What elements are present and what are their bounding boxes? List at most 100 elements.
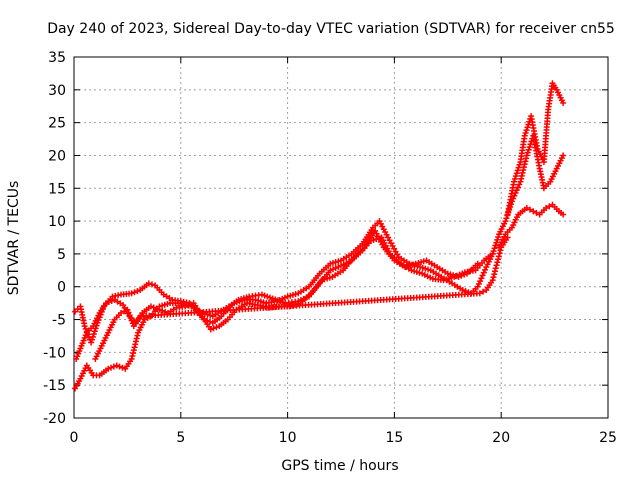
data-point <box>480 288 487 295</box>
data-point <box>480 269 487 276</box>
data-point <box>494 236 501 243</box>
x-tick-label: 20 <box>492 430 510 446</box>
data-point <box>116 363 123 370</box>
data-point <box>560 211 567 218</box>
data-point <box>515 164 522 171</box>
data-point <box>475 280 482 287</box>
data-point <box>513 170 520 177</box>
data-point <box>495 256 502 263</box>
x-axis-label: GPS time / hours <box>281 458 398 474</box>
data-point <box>514 184 521 191</box>
y-axis-ticks: -20 -15 -10 -5 0 5 10 15 20 25 30 35 <box>43 50 608 427</box>
chart-title: Day 240 of 2023, Sidereal Day-to-day VTE… <box>47 21 615 37</box>
data-point <box>159 307 166 314</box>
y-tick-label: 35 <box>48 50 66 66</box>
data-point <box>492 265 499 272</box>
data-point <box>512 173 519 180</box>
data-point <box>147 303 154 310</box>
grid-lines <box>74 57 608 418</box>
y-tick-label: 25 <box>48 116 66 132</box>
data-point <box>491 245 498 252</box>
data-point <box>490 248 497 255</box>
y-tick-label: 20 <box>48 148 66 164</box>
data-point <box>213 324 220 331</box>
data-point <box>527 206 534 213</box>
data-point <box>524 149 531 156</box>
data-point <box>491 268 498 275</box>
data-point <box>533 209 540 216</box>
y-tick-label: 10 <box>48 214 66 230</box>
data-point <box>145 280 152 287</box>
data-point <box>105 299 112 306</box>
data-point <box>521 132 528 139</box>
data-point <box>514 167 521 174</box>
data-point <box>504 234 511 241</box>
data-point <box>110 363 117 370</box>
data-point <box>105 365 112 372</box>
data-point <box>462 288 469 295</box>
data-point <box>458 272 465 279</box>
data-point <box>493 239 500 246</box>
data-point <box>476 290 483 297</box>
data-point <box>511 178 518 185</box>
data-point <box>207 326 214 333</box>
data-point <box>150 304 157 311</box>
data-point <box>474 260 481 267</box>
data-point <box>503 215 510 222</box>
data-point <box>523 127 530 134</box>
x-axis-ticks: 0 5 10 15 20 25 <box>70 57 617 446</box>
data-point <box>516 161 523 168</box>
data-point <box>479 272 486 279</box>
data-point <box>477 278 484 285</box>
data-point <box>496 250 503 257</box>
data-point <box>494 259 501 266</box>
x-tick-label: 25 <box>599 430 617 446</box>
data-point <box>491 271 498 278</box>
y-axis-label: SDTVAR / TECUs <box>6 181 22 296</box>
data-point <box>560 152 567 159</box>
x-tick-label: 15 <box>385 430 403 446</box>
data-point <box>121 308 128 315</box>
data-point <box>497 247 504 254</box>
data-point <box>495 234 502 241</box>
data-point <box>502 218 509 225</box>
data-point <box>108 297 115 304</box>
y-tick-label: -5 <box>52 313 66 329</box>
data-point <box>516 181 523 188</box>
data-point <box>89 333 96 340</box>
data-point <box>523 204 530 211</box>
y-tick-label: 30 <box>48 83 66 99</box>
data-point <box>523 152 530 159</box>
data-point <box>495 253 502 260</box>
data-point <box>103 300 110 307</box>
data-point <box>524 124 531 131</box>
data-point <box>526 144 533 151</box>
data-point <box>88 339 95 346</box>
data-point <box>113 362 120 369</box>
data-point <box>522 129 529 136</box>
y-tick-label: -10 <box>43 345 66 361</box>
data-point <box>474 283 481 290</box>
y-tick-label: 0 <box>57 280 66 296</box>
data-point <box>490 274 497 281</box>
y-tick-label: 15 <box>48 181 66 197</box>
data-point <box>119 364 126 371</box>
x-tick-label: 10 <box>279 430 297 446</box>
y-tick-label: -20 <box>43 411 66 427</box>
data-point <box>511 175 518 182</box>
data-point <box>478 275 485 282</box>
data-point <box>89 336 96 343</box>
data-point <box>461 271 468 278</box>
data-point <box>90 331 97 338</box>
x-tick-label: 5 <box>176 430 185 446</box>
data-point <box>117 309 124 316</box>
data-point <box>210 325 217 332</box>
data-point <box>493 262 500 269</box>
data-point <box>148 281 155 288</box>
data-point <box>489 277 496 284</box>
data-point <box>546 203 553 210</box>
data-point <box>91 328 98 335</box>
data-point <box>543 204 550 211</box>
data-point <box>489 250 496 257</box>
